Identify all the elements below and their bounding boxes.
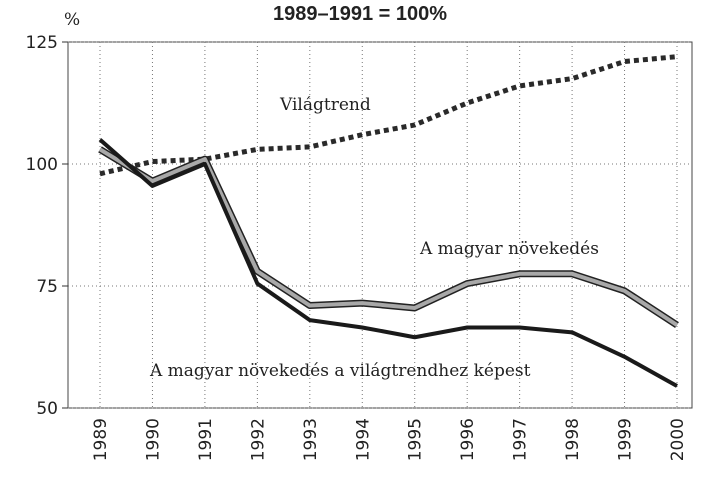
x-tick-label: 1991 (196, 418, 216, 461)
series-label: Világtrend (279, 95, 371, 115)
x-tick-label: 1994 (353, 418, 373, 461)
x-tick-label: 1993 (301, 418, 321, 461)
x-tick-label: 2000 (668, 418, 688, 461)
series-line (98, 147, 679, 327)
x-tick-label: 1998 (563, 418, 583, 461)
x-tick-label: 1997 (511, 418, 531, 461)
x-tick-label: 1990 (143, 418, 163, 461)
x-tick-label: 1992 (248, 418, 268, 461)
x-tick-label: 1996 (458, 418, 478, 461)
x-tick-label: 1995 (406, 418, 426, 461)
y-tick-label: 100 (26, 155, 58, 175)
series-line (98, 138, 678, 388)
x-tick-label: 1989 (91, 418, 111, 461)
y-axis-label: % (64, 10, 80, 30)
series-label: A magyar növekedés (419, 239, 599, 259)
series-line (99, 54, 678, 177)
x-tick-label: 1999 (616, 418, 636, 461)
y-tick-label: 50 (36, 399, 58, 419)
series-label: A magyar növekedés a világtrendhez képes… (149, 361, 531, 381)
chart-title: 1989–1991 = 100% (273, 3, 447, 25)
y-tick-label: 75 (36, 277, 58, 297)
y-tick-label: 125 (26, 33, 58, 53)
